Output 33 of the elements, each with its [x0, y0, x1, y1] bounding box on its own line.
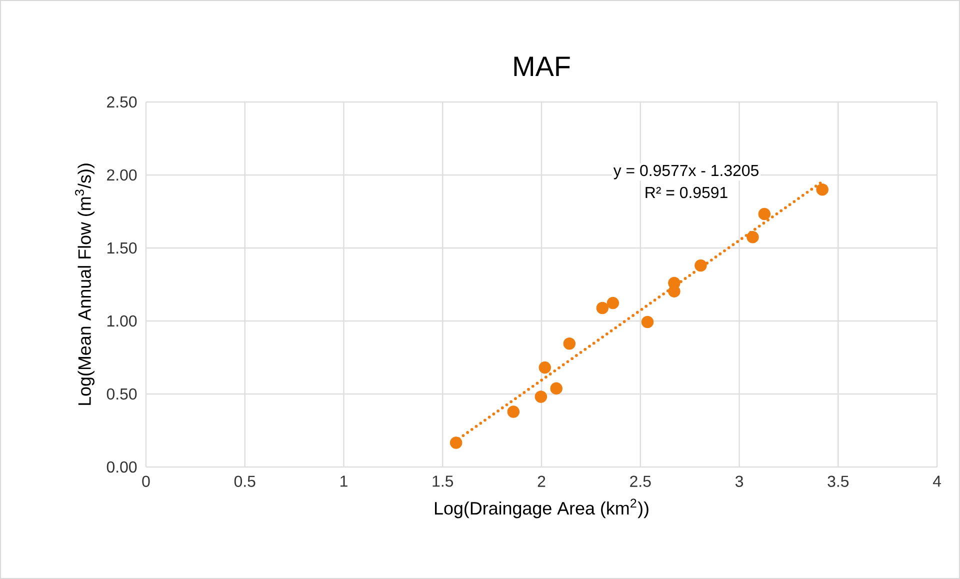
- x-tick-label: 1: [340, 476, 348, 487]
- point: [746, 231, 759, 244]
- point: [563, 338, 576, 350]
- x-tick-label: 2.5: [630, 476, 651, 487]
- chart-title: MAF: [514, 56, 570, 76]
- x-tick-label: 3: [735, 476, 744, 487]
- x-tick-label: 2: [538, 476, 546, 487]
- x-tick-label: 4: [932, 476, 941, 487]
- x-tick-label: 0.5: [234, 476, 256, 487]
- annotation: R² = 0.9591: [646, 186, 728, 198]
- point: [507, 406, 520, 418]
- point: [694, 259, 707, 272]
- point: [596, 302, 609, 314]
- y-tick-label: 1.00: [107, 315, 137, 327]
- point: [534, 390, 548, 403]
- y-tick-label: 0.50: [106, 388, 137, 400]
- x-tick-label: 0: [142, 476, 150, 487]
- annotation: y = 0.9577x - 1.3205: [613, 164, 758, 180]
- x-tick-label: 3.5: [828, 476, 849, 487]
- point: [816, 183, 828, 196]
- y-tick-label: 2.00: [107, 169, 137, 181]
- y-tick-label: 2.50: [107, 96, 137, 108]
- point: [606, 296, 620, 310]
- point: [641, 316, 654, 328]
- point: [758, 208, 771, 220]
- x-axis-title: Log(Draingage Area (km$^{2}$)): [435, 498, 648, 518]
- y-tick-label: 1.50: [107, 242, 137, 254]
- y-axis-title: Log(Mean Annual Flow (m$^{3}$/s)): [75, 164, 94, 405]
- x-tick-label: 1.5: [432, 476, 454, 487]
- y-tick-label: 0.00: [106, 461, 137, 473]
- point: [450, 436, 462, 449]
- point: [550, 382, 562, 395]
- point: [538, 361, 551, 374]
